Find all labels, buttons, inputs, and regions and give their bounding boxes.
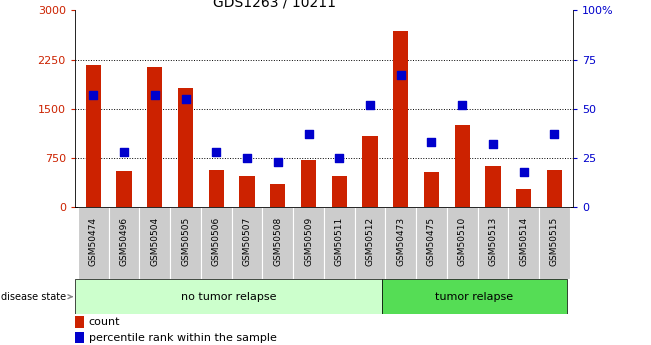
Bar xyxy=(270,184,285,207)
FancyBboxPatch shape xyxy=(293,207,324,279)
Bar xyxy=(331,176,347,207)
Bar xyxy=(75,332,84,344)
Text: GSM50473: GSM50473 xyxy=(396,217,405,266)
Point xyxy=(303,131,314,137)
FancyBboxPatch shape xyxy=(416,207,447,279)
Bar xyxy=(147,67,163,207)
Text: GSM50509: GSM50509 xyxy=(304,217,313,266)
Point xyxy=(518,169,529,174)
FancyBboxPatch shape xyxy=(508,207,539,279)
Text: GSM50506: GSM50506 xyxy=(212,217,221,266)
FancyBboxPatch shape xyxy=(355,207,385,279)
Text: GSM50496: GSM50496 xyxy=(120,217,128,266)
Point xyxy=(150,92,160,98)
Text: GSM50511: GSM50511 xyxy=(335,217,344,266)
Bar xyxy=(516,189,531,207)
Text: GSM50508: GSM50508 xyxy=(273,217,283,266)
FancyBboxPatch shape xyxy=(232,207,262,279)
Bar xyxy=(86,65,101,207)
Text: GSM50515: GSM50515 xyxy=(550,217,559,266)
FancyBboxPatch shape xyxy=(170,207,201,279)
FancyBboxPatch shape xyxy=(447,207,478,279)
FancyBboxPatch shape xyxy=(539,207,570,279)
Bar xyxy=(393,31,408,207)
Point xyxy=(211,149,221,155)
Point xyxy=(396,72,406,78)
Point xyxy=(488,141,498,147)
Point xyxy=(549,131,560,137)
FancyBboxPatch shape xyxy=(382,279,567,314)
Bar xyxy=(454,125,470,207)
Bar xyxy=(178,88,193,207)
Point xyxy=(88,92,98,98)
FancyBboxPatch shape xyxy=(78,207,109,279)
FancyBboxPatch shape xyxy=(385,207,416,279)
Point xyxy=(180,96,191,101)
Bar xyxy=(363,136,378,207)
Point xyxy=(119,149,130,155)
Bar xyxy=(75,316,84,328)
Bar xyxy=(547,170,562,207)
Title: GDS1263 / 10211: GDS1263 / 10211 xyxy=(213,0,335,9)
Point xyxy=(242,155,252,161)
Text: GSM50513: GSM50513 xyxy=(488,217,497,266)
Text: GSM50474: GSM50474 xyxy=(89,217,98,266)
Text: GSM50504: GSM50504 xyxy=(150,217,159,266)
Text: GSM50510: GSM50510 xyxy=(458,217,467,266)
FancyBboxPatch shape xyxy=(478,207,508,279)
Point xyxy=(426,139,437,145)
FancyBboxPatch shape xyxy=(109,207,139,279)
Bar xyxy=(301,160,316,207)
Bar xyxy=(208,170,224,207)
Text: GSM50514: GSM50514 xyxy=(519,217,528,266)
Text: GSM50475: GSM50475 xyxy=(427,217,436,266)
FancyBboxPatch shape xyxy=(201,207,232,279)
Text: GSM50512: GSM50512 xyxy=(365,217,374,266)
Text: GSM50507: GSM50507 xyxy=(243,217,251,266)
FancyBboxPatch shape xyxy=(324,207,355,279)
FancyBboxPatch shape xyxy=(262,207,293,279)
Bar xyxy=(424,171,439,207)
Text: percentile rank within the sample: percentile rank within the sample xyxy=(89,333,277,343)
Bar xyxy=(240,176,255,207)
Text: GSM50505: GSM50505 xyxy=(181,217,190,266)
FancyBboxPatch shape xyxy=(139,207,170,279)
Text: count: count xyxy=(89,317,120,327)
Bar xyxy=(117,171,132,207)
Text: no tumor relapse: no tumor relapse xyxy=(181,292,276,302)
FancyBboxPatch shape xyxy=(75,279,382,314)
Point xyxy=(273,159,283,165)
Text: tumor relapse: tumor relapse xyxy=(436,292,514,302)
Point xyxy=(457,102,467,108)
Point xyxy=(365,102,375,108)
Point xyxy=(334,155,344,161)
Bar xyxy=(485,166,501,207)
Text: disease state: disease state xyxy=(1,292,72,302)
